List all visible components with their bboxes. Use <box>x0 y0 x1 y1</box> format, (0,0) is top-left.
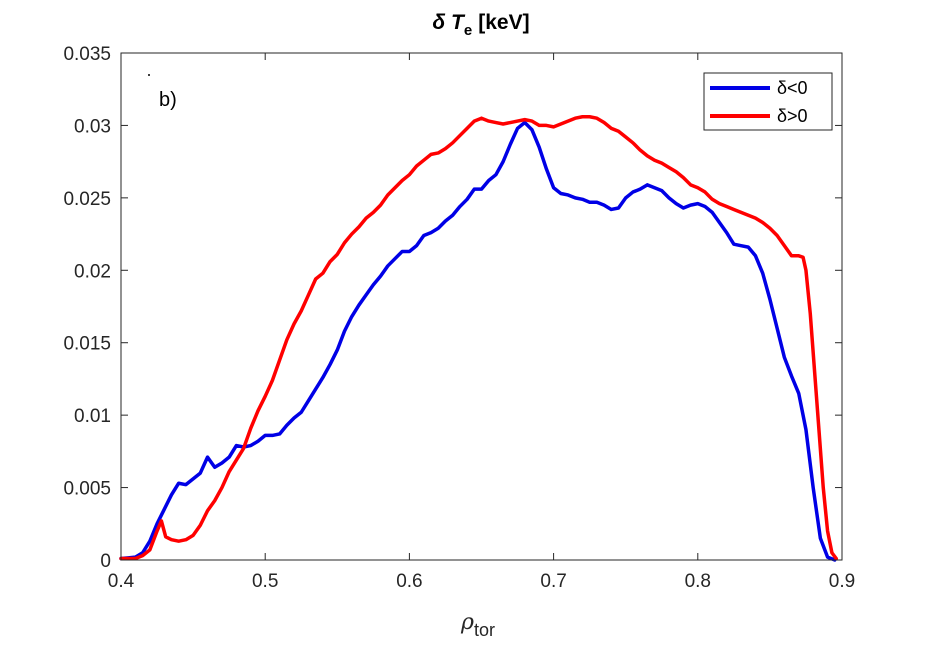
x-tick-label: 0.6 <box>396 571 422 592</box>
chart-title-suffix: [keV] <box>478 11 529 34</box>
axes-box <box>120 52 843 561</box>
series-line-delta-pos <box>119 114 838 561</box>
y-tick-label: 0.015 <box>63 334 111 355</box>
series-lines <box>119 114 838 562</box>
y-tick-label: 0.03 <box>74 116 111 137</box>
axis-ticks: 0.4 0.5 0.6 0.7 0.8 0.9 0 0.005 0.01 0.015 0.02 0.0… <box>63 44 855 592</box>
chart-title: δ Te [keV] <box>432 11 529 39</box>
panel-annotation: b) <box>159 89 177 111</box>
plot-area <box>121 53 842 560</box>
x-tick-label: 0.5 <box>252 571 278 592</box>
annotation-dot <box>148 74 150 76</box>
chart-title-subscript: e <box>464 22 472 39</box>
x-tick-label: 0.9 <box>829 571 855 592</box>
y-tick-label: 0.025 <box>63 189 111 210</box>
x-axis-label-main: ρ <box>460 610 474 635</box>
x-axis-label: ρtor <box>460 610 495 640</box>
y-tick-label: 0 <box>100 551 111 572</box>
y-tick-label: 0.01 <box>74 406 111 427</box>
legend-label-delta-neg: δ<0 <box>777 78 808 98</box>
y-tick-label: 0.02 <box>74 261 111 282</box>
legend-box <box>703 72 833 131</box>
x-tick-label: 0.8 <box>685 571 711 592</box>
x-axis-label-subscript: tor <box>474 620 495 640</box>
chart-title-main: δ T <box>432 11 466 34</box>
legend: δ<0 δ>0 <box>703 72 833 131</box>
x-tick-label: 0.7 <box>540 571 566 592</box>
y-tick-label: 0.035 <box>63 44 111 65</box>
y-tick-label: 0.005 <box>63 479 111 500</box>
legend-label-delta-pos: δ>0 <box>777 106 808 126</box>
x-tick-label: 0.4 <box>108 571 135 592</box>
